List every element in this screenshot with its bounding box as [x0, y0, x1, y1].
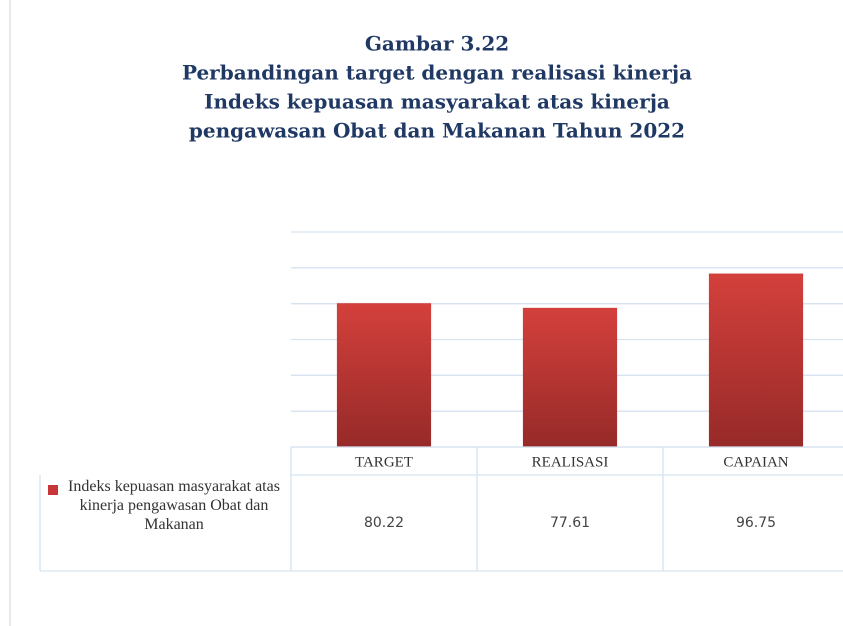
value-label: 96.75 [736, 515, 776, 531]
x-tick-label: REALISASI [532, 454, 609, 470]
chart-title: pengawasan Obat dan Makanan Tahun 2022 [189, 119, 685, 143]
chart-title: Indeks kepuasan masyarakat atas kinerja [204, 90, 670, 114]
legend-swatch [48, 485, 58, 495]
chart-title: Perbandingan target dengan realisasi kin… [182, 61, 692, 85]
value-label: 80.22 [364, 515, 404, 531]
x-tick-label: CAPAIAN [723, 454, 788, 470]
value-label: 77.61 [550, 515, 590, 531]
legend-box: Indeks kepuasan masyarakat atas kinerja … [68, 478, 280, 533]
bar [708, 273, 804, 448]
legend-label: Indeks kepuasan masyarakat atas kinerja … [68, 478, 280, 533]
bar [336, 302, 432, 448]
x-tick-label: TARGET [355, 454, 413, 470]
bar [522, 307, 618, 448]
chart-title: Gambar 3.22 [365, 32, 509, 56]
